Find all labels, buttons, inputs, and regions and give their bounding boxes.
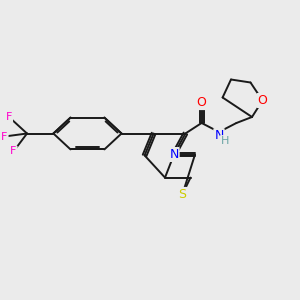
Text: O: O — [197, 96, 206, 109]
Text: F: F — [10, 146, 17, 157]
Text: S: S — [178, 188, 186, 201]
Text: F: F — [6, 112, 12, 122]
Text: N: N — [214, 129, 224, 142]
Text: N: N — [169, 148, 179, 161]
Text: H: H — [221, 136, 229, 146]
Text: F: F — [1, 131, 8, 142]
Text: O: O — [258, 94, 267, 107]
